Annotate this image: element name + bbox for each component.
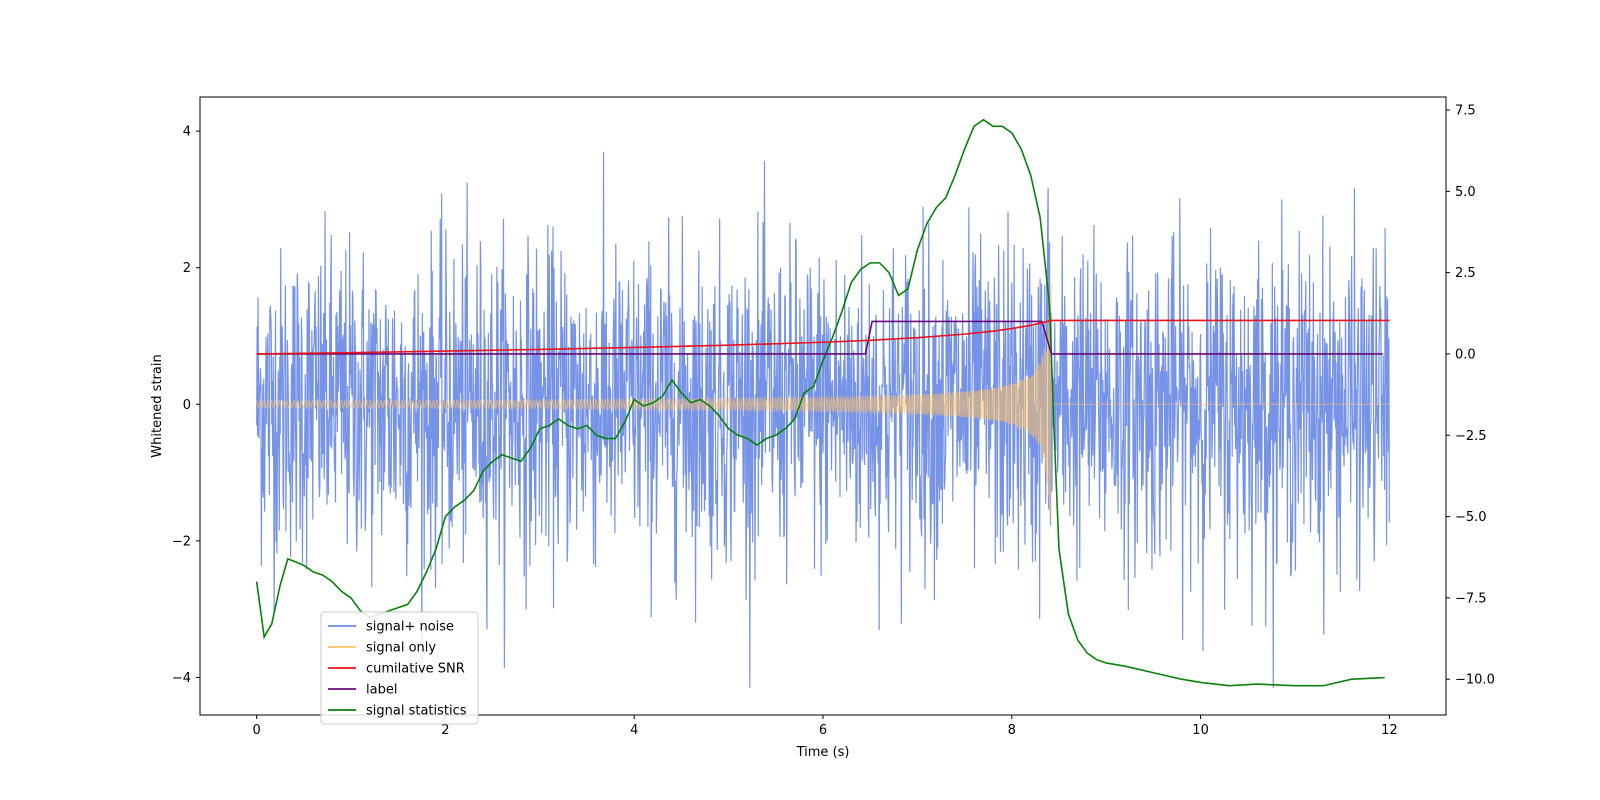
series-signal-statistics-line: [255, 118, 1385, 687]
y-left-tick-label: 0: [183, 398, 191, 413]
x-tick-label: 4: [630, 723, 638, 738]
x-tick-label: 10: [1192, 723, 1209, 738]
legend-entry-label: signal+ noise: [366, 620, 454, 635]
y-left-tick-label: 2: [183, 261, 191, 276]
y-left-tick-label: −2: [172, 534, 191, 549]
series-label-line: [256, 320, 1383, 355]
y-left-tick-label: −4: [172, 671, 191, 686]
legend-entry-label: signal only: [366, 641, 436, 656]
series-signal-only-line: [256, 282, 1390, 522]
legend-entry-label: signal statistics: [366, 704, 467, 719]
series-signal-noise-line: [256, 151, 1390, 688]
series-layer: [255, 118, 1390, 688]
y-right-tick-label: −7.5: [1455, 591, 1487, 606]
y-right-axis-ticks: −10.0 −7.5 −5.0 −2.5 0.0 2.5 5.0 7.5: [1446, 104, 1495, 688]
y-left-tick-label: 4: [183, 125, 191, 140]
x-tick-label: 12: [1381, 723, 1398, 738]
y-right-tick-label: 2.5: [1455, 266, 1476, 281]
y-right-tick-label: −10.0: [1455, 673, 1495, 688]
series-cumilative-snr-line: [256, 319, 1390, 355]
y-right-tick-label: −5.0: [1455, 510, 1487, 525]
x-tick-label: 0: [252, 723, 260, 738]
y-right-tick-label: 7.5: [1455, 104, 1476, 119]
y-right-tick-label: −2.5: [1455, 429, 1487, 444]
y-right-tick-label: 0.0: [1455, 347, 1476, 362]
legend-box: [320, 611, 479, 725]
legend: signal+ noise signal only cumilative SNR la…: [320, 611, 479, 725]
y-left-axis-label: Whitened strain: [150, 354, 165, 457]
x-axis-label: Time (s): [796, 745, 850, 760]
x-tick-label: 2: [441, 723, 449, 738]
legend-entry-label: cumilative SNR: [366, 662, 465, 677]
y-left-axis-ticks: −4 −2 0 2 4: [172, 125, 200, 686]
x-tick-label: 6: [819, 723, 827, 738]
legend-entry-label: label: [366, 683, 397, 698]
y-right-tick-label: 5.0: [1455, 185, 1476, 200]
x-tick-label: 8: [1008, 723, 1016, 738]
